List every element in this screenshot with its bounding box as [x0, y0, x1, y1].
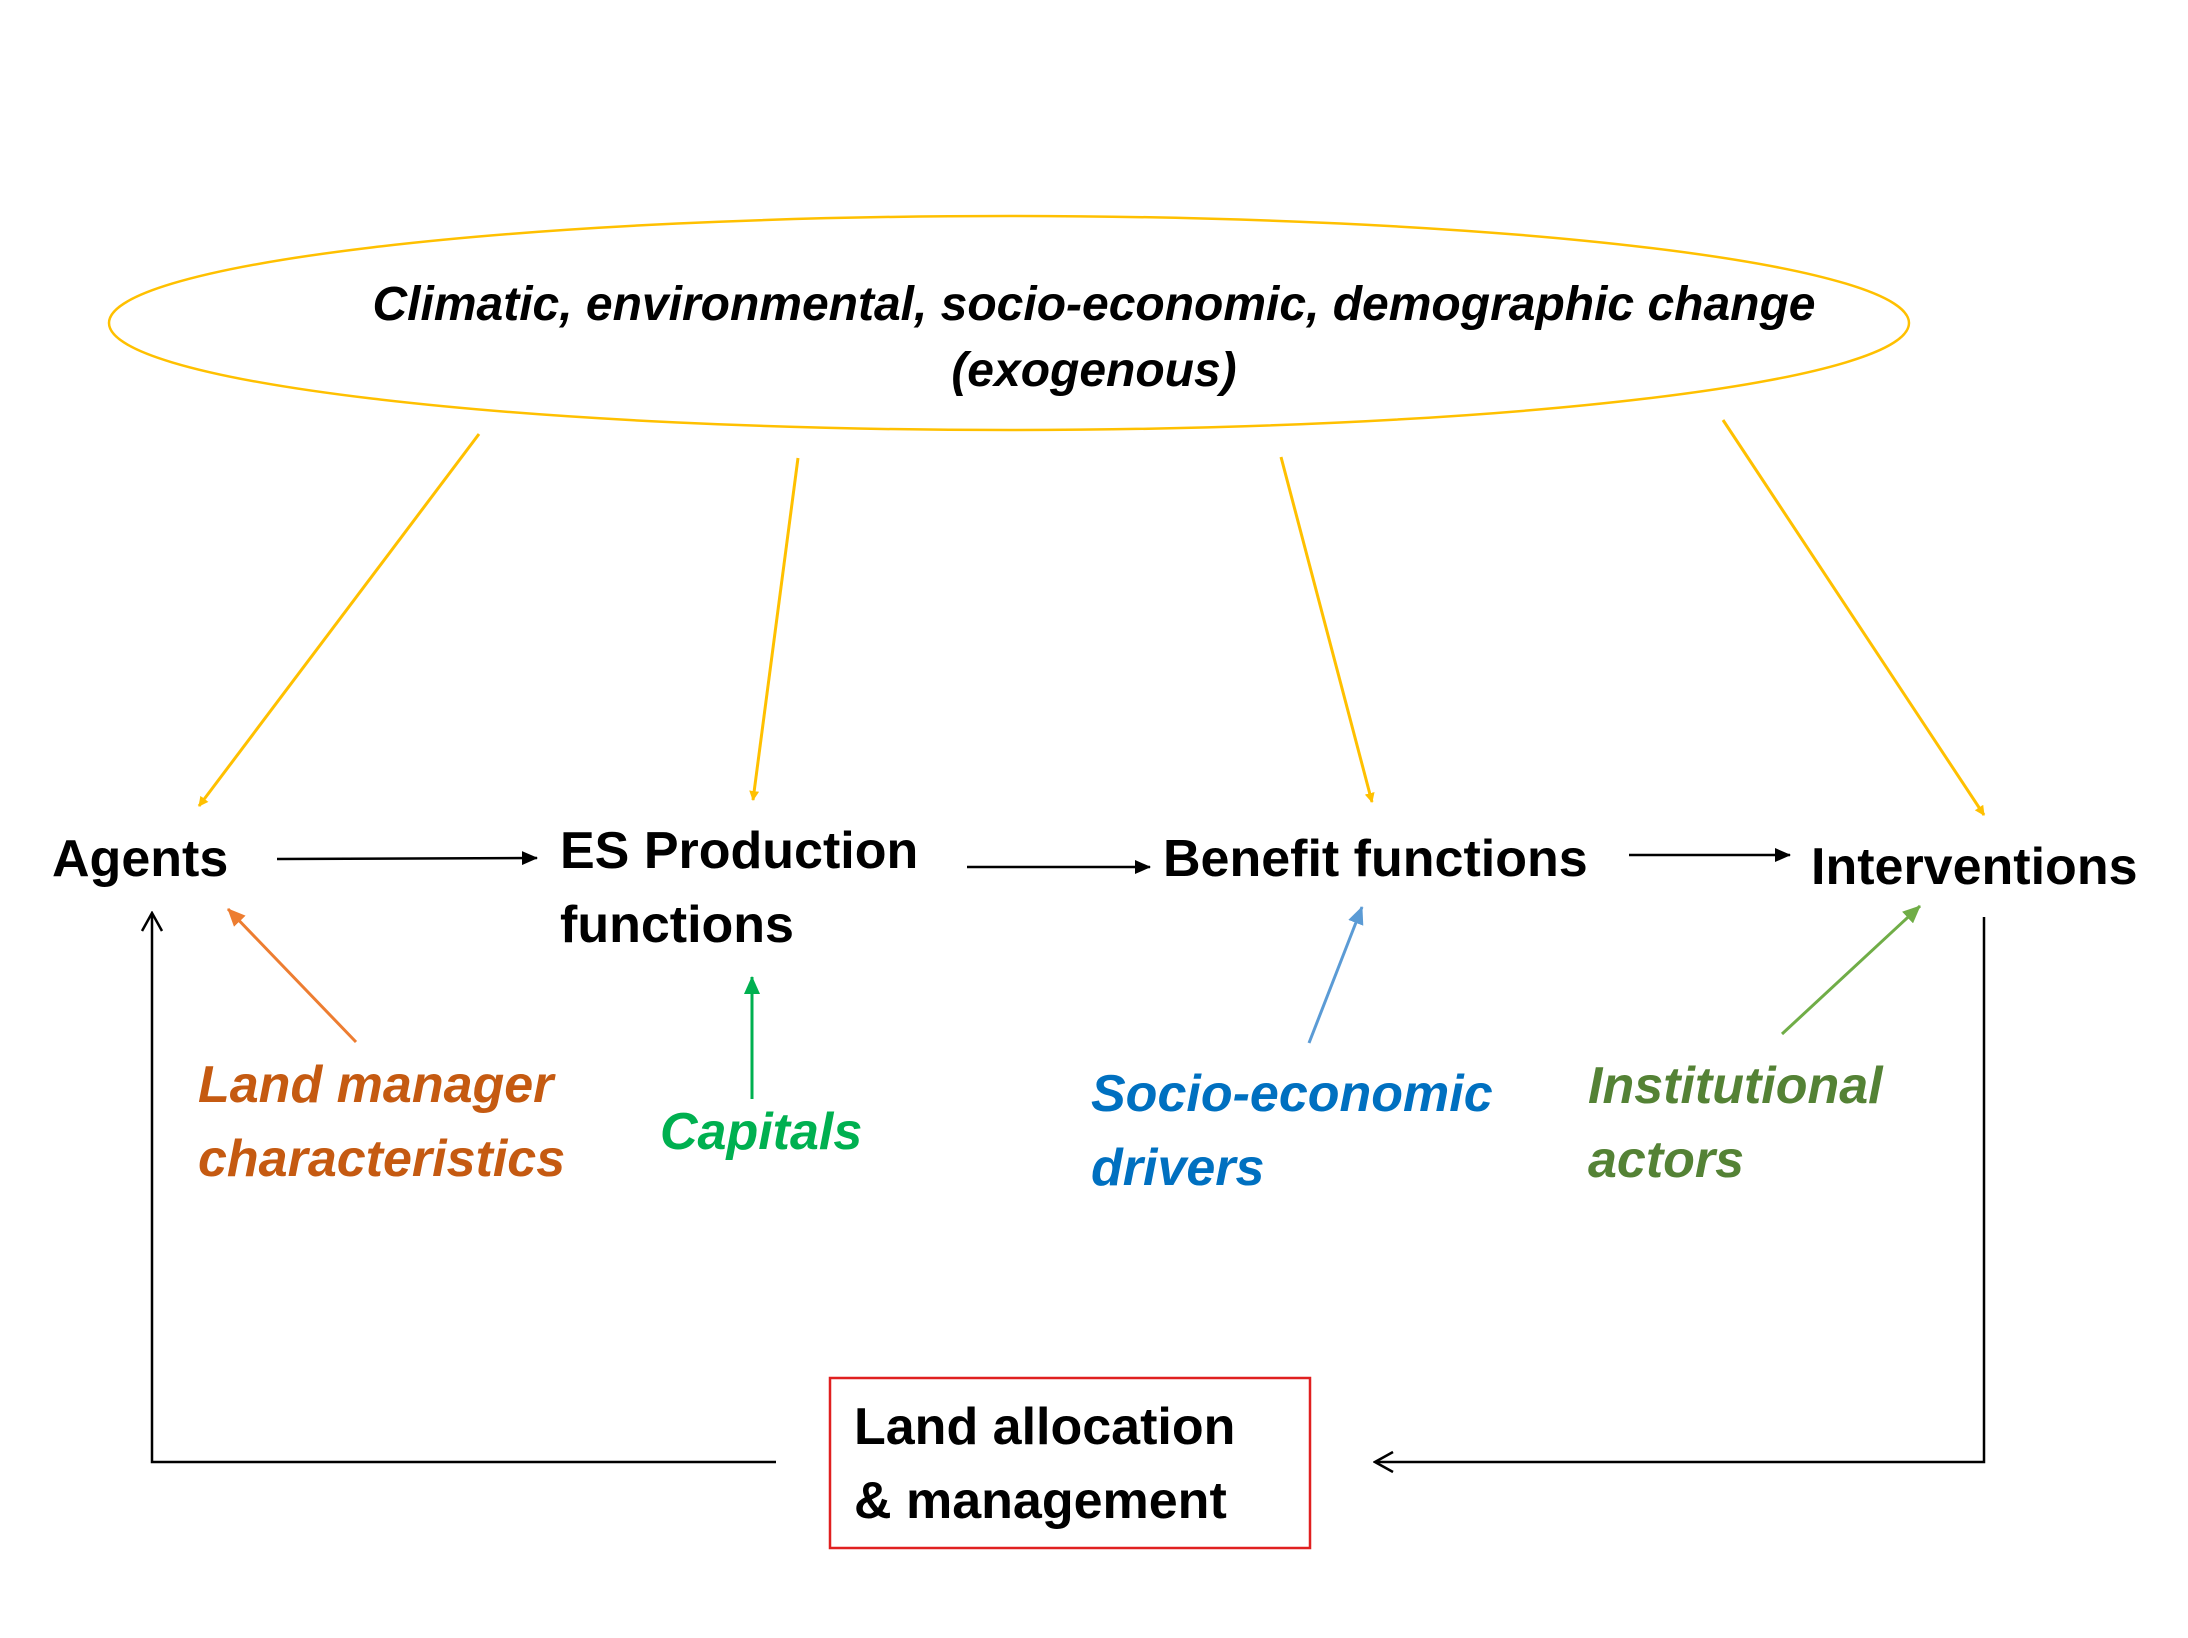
driver-socio-economic: Socio-economic drivers: [1091, 1057, 1493, 1205]
node-es-production-line2: functions: [560, 896, 794, 954]
land-allocation-box: [828, 1376, 1312, 1550]
driver-capitals: Capitals: [660, 1103, 863, 1161]
driver-socio-economic-line1: Socio-economic: [1091, 1065, 1493, 1123]
driver-land-manager: Land manager characteristics: [198, 1048, 565, 1196]
exogenous-ellipse: [107, 214, 1911, 432]
arrow-institutional-to-interventions: [1780, 904, 1922, 1036]
arrow-exogenous-to-interventions: [1721, 419, 1986, 816]
arrow-exogenous-to-benefit-functions: [1279, 456, 1375, 803]
exogenous-label-line2: (exogenous): [951, 344, 1237, 397]
exogenous-label-line1: Climatic, environmental, socio-economic,…: [372, 278, 1816, 331]
driver-socio-economic-line2: drivers: [1091, 1139, 1265, 1197]
arrow-land-manager-to-agents: [226, 907, 358, 1044]
node-land-allocation-line1: Land allocation: [854, 1398, 1236, 1456]
node-land-allocation: Land allocation & management: [854, 1390, 1235, 1538]
driver-land-manager-line1: Land manager: [198, 1056, 554, 1114]
driver-institutional: Institutional actors: [1588, 1049, 1883, 1197]
driver-institutional-line2: actors: [1588, 1131, 1745, 1189]
arrow-exogenous-to-agents: [197, 433, 481, 807]
arrow-agents-to-es-production: [276, 851, 538, 866]
node-land-allocation-line2: & management: [854, 1472, 1227, 1530]
node-benefit-functions: Benefit functions: [1163, 830, 1588, 888]
arrow-socio-economic-to-benefit-functions: [1307, 906, 1364, 1044]
driver-institutional-line1: Institutional: [1588, 1057, 1883, 1115]
arrow-interventions-to-land-allocation: [1375, 917, 1986, 1462]
node-agents: Agents: [52, 830, 229, 888]
arrow-land-allocation-to-agents: [152, 913, 776, 1464]
arrow-exogenous-to-es-production: [749, 457, 800, 801]
node-es-production: ES Production functions: [560, 814, 918, 962]
node-interventions: Interventions: [1811, 838, 2138, 896]
exogenous-label: Climatic, environmental, socio-economic,…: [109, 272, 2079, 404]
node-es-production-line1: ES Production: [560, 822, 919, 880]
driver-land-manager-line2: characteristics: [198, 1130, 566, 1188]
